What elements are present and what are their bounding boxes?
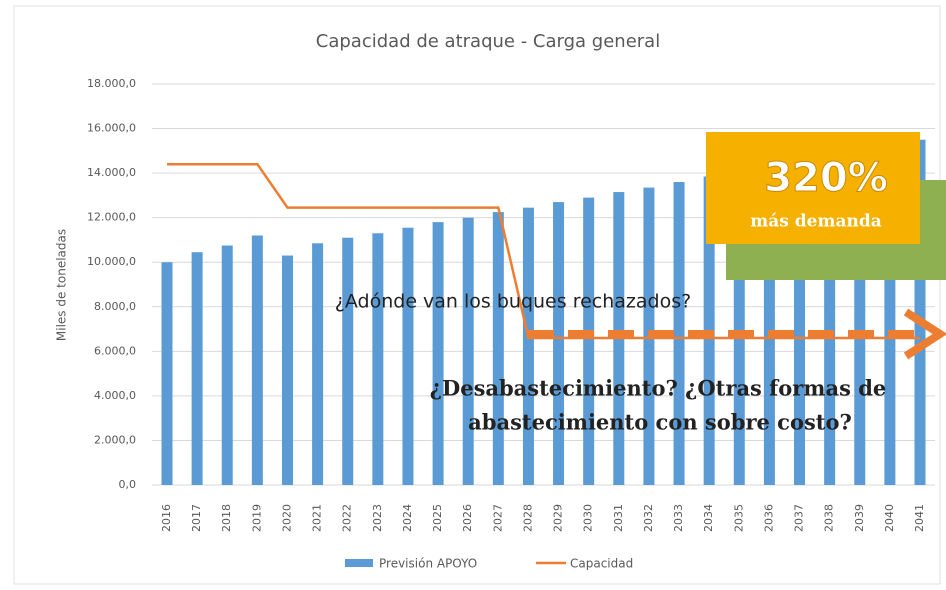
x-tick-label: 2040 [883,504,896,532]
bar [221,245,233,485]
bar [522,207,534,485]
x-tick-label: 2023 [371,504,384,532]
y-axis-label: Miles de toneladas [55,229,69,341]
bar [583,197,595,485]
bar [402,227,414,486]
bar [312,243,324,485]
bar [733,171,745,485]
bar [854,149,866,485]
annotation: ¿Adónde van los buques rechazados? [335,291,691,313]
x-tick-label: 2039 [853,504,866,532]
callout-box [706,132,920,244]
x-tick-label: 2036 [762,504,775,532]
y-tick-label: 18.000,0 [87,77,136,90]
bar [794,160,806,485]
x-tick-label: 2033 [672,504,685,532]
annotation: ¿Desabastecimiento? ¿Otras formas de [430,376,887,401]
x-tick-label: 2019 [250,504,263,532]
annotation: abastecimiento con sobre costo? [468,410,852,435]
x-tick-label: 2029 [552,504,565,532]
bar [673,182,685,485]
y-tick-label: 6.000,0 [94,344,136,357]
bar [342,237,354,485]
x-tick-label: 2024 [401,504,414,532]
bar [553,202,565,486]
x-tick-label: 2037 [793,504,806,532]
callout-value: 320% [764,155,888,201]
bar [372,233,384,485]
y-tick-label: 8.000,0 [94,300,136,313]
bar [884,144,896,485]
bar [251,235,263,485]
x-tick-label: 2041 [913,504,926,532]
x-tick-label: 2038 [823,504,836,532]
legend-label: Capacidad [570,557,633,571]
y-tick-label: 14.000,0 [87,166,136,179]
callout-text: más demanda [750,212,881,232]
bar [914,139,926,485]
x-tick-label: 2035 [732,504,745,532]
y-tick-label: 2.000,0 [94,433,136,446]
x-tick-label: 2021 [311,504,324,532]
legend-swatch [345,559,373,567]
y-tick-label: 0,0 [119,478,137,491]
bar [161,262,173,485]
x-tick-label: 2027 [491,504,504,532]
bar [462,217,474,485]
x-tick-label: 2031 [612,504,625,532]
x-tick-label: 2030 [582,504,595,532]
bar [281,255,293,485]
chart-title: Capacidad de atraque - Carga general [316,31,660,52]
y-tick-label: 16.000,0 [87,122,136,135]
x-tick-label: 2016 [160,504,173,532]
bar [191,252,203,485]
x-tick-label: 2025 [431,504,444,532]
x-tick-label: 2018 [220,504,233,532]
x-tick-label: 2017 [190,504,203,532]
y-tick-label: 10.000,0 [87,255,136,268]
x-tick-label: 2022 [341,504,354,532]
y-tick-label: 4.000,0 [94,389,136,402]
x-tick-label: 2028 [521,504,534,532]
bar [432,222,444,485]
bar [824,155,836,486]
x-tick-label: 2020 [280,504,293,532]
x-tick-label: 2032 [642,504,655,532]
legend-label: Previsión APOYO [379,557,477,571]
arrow-head [903,308,946,360]
x-tick-label: 2034 [702,504,715,532]
bar [763,166,775,485]
bar [492,212,504,485]
x-tick-label: 2026 [461,504,474,532]
y-tick-label: 12.000,0 [87,211,136,224]
